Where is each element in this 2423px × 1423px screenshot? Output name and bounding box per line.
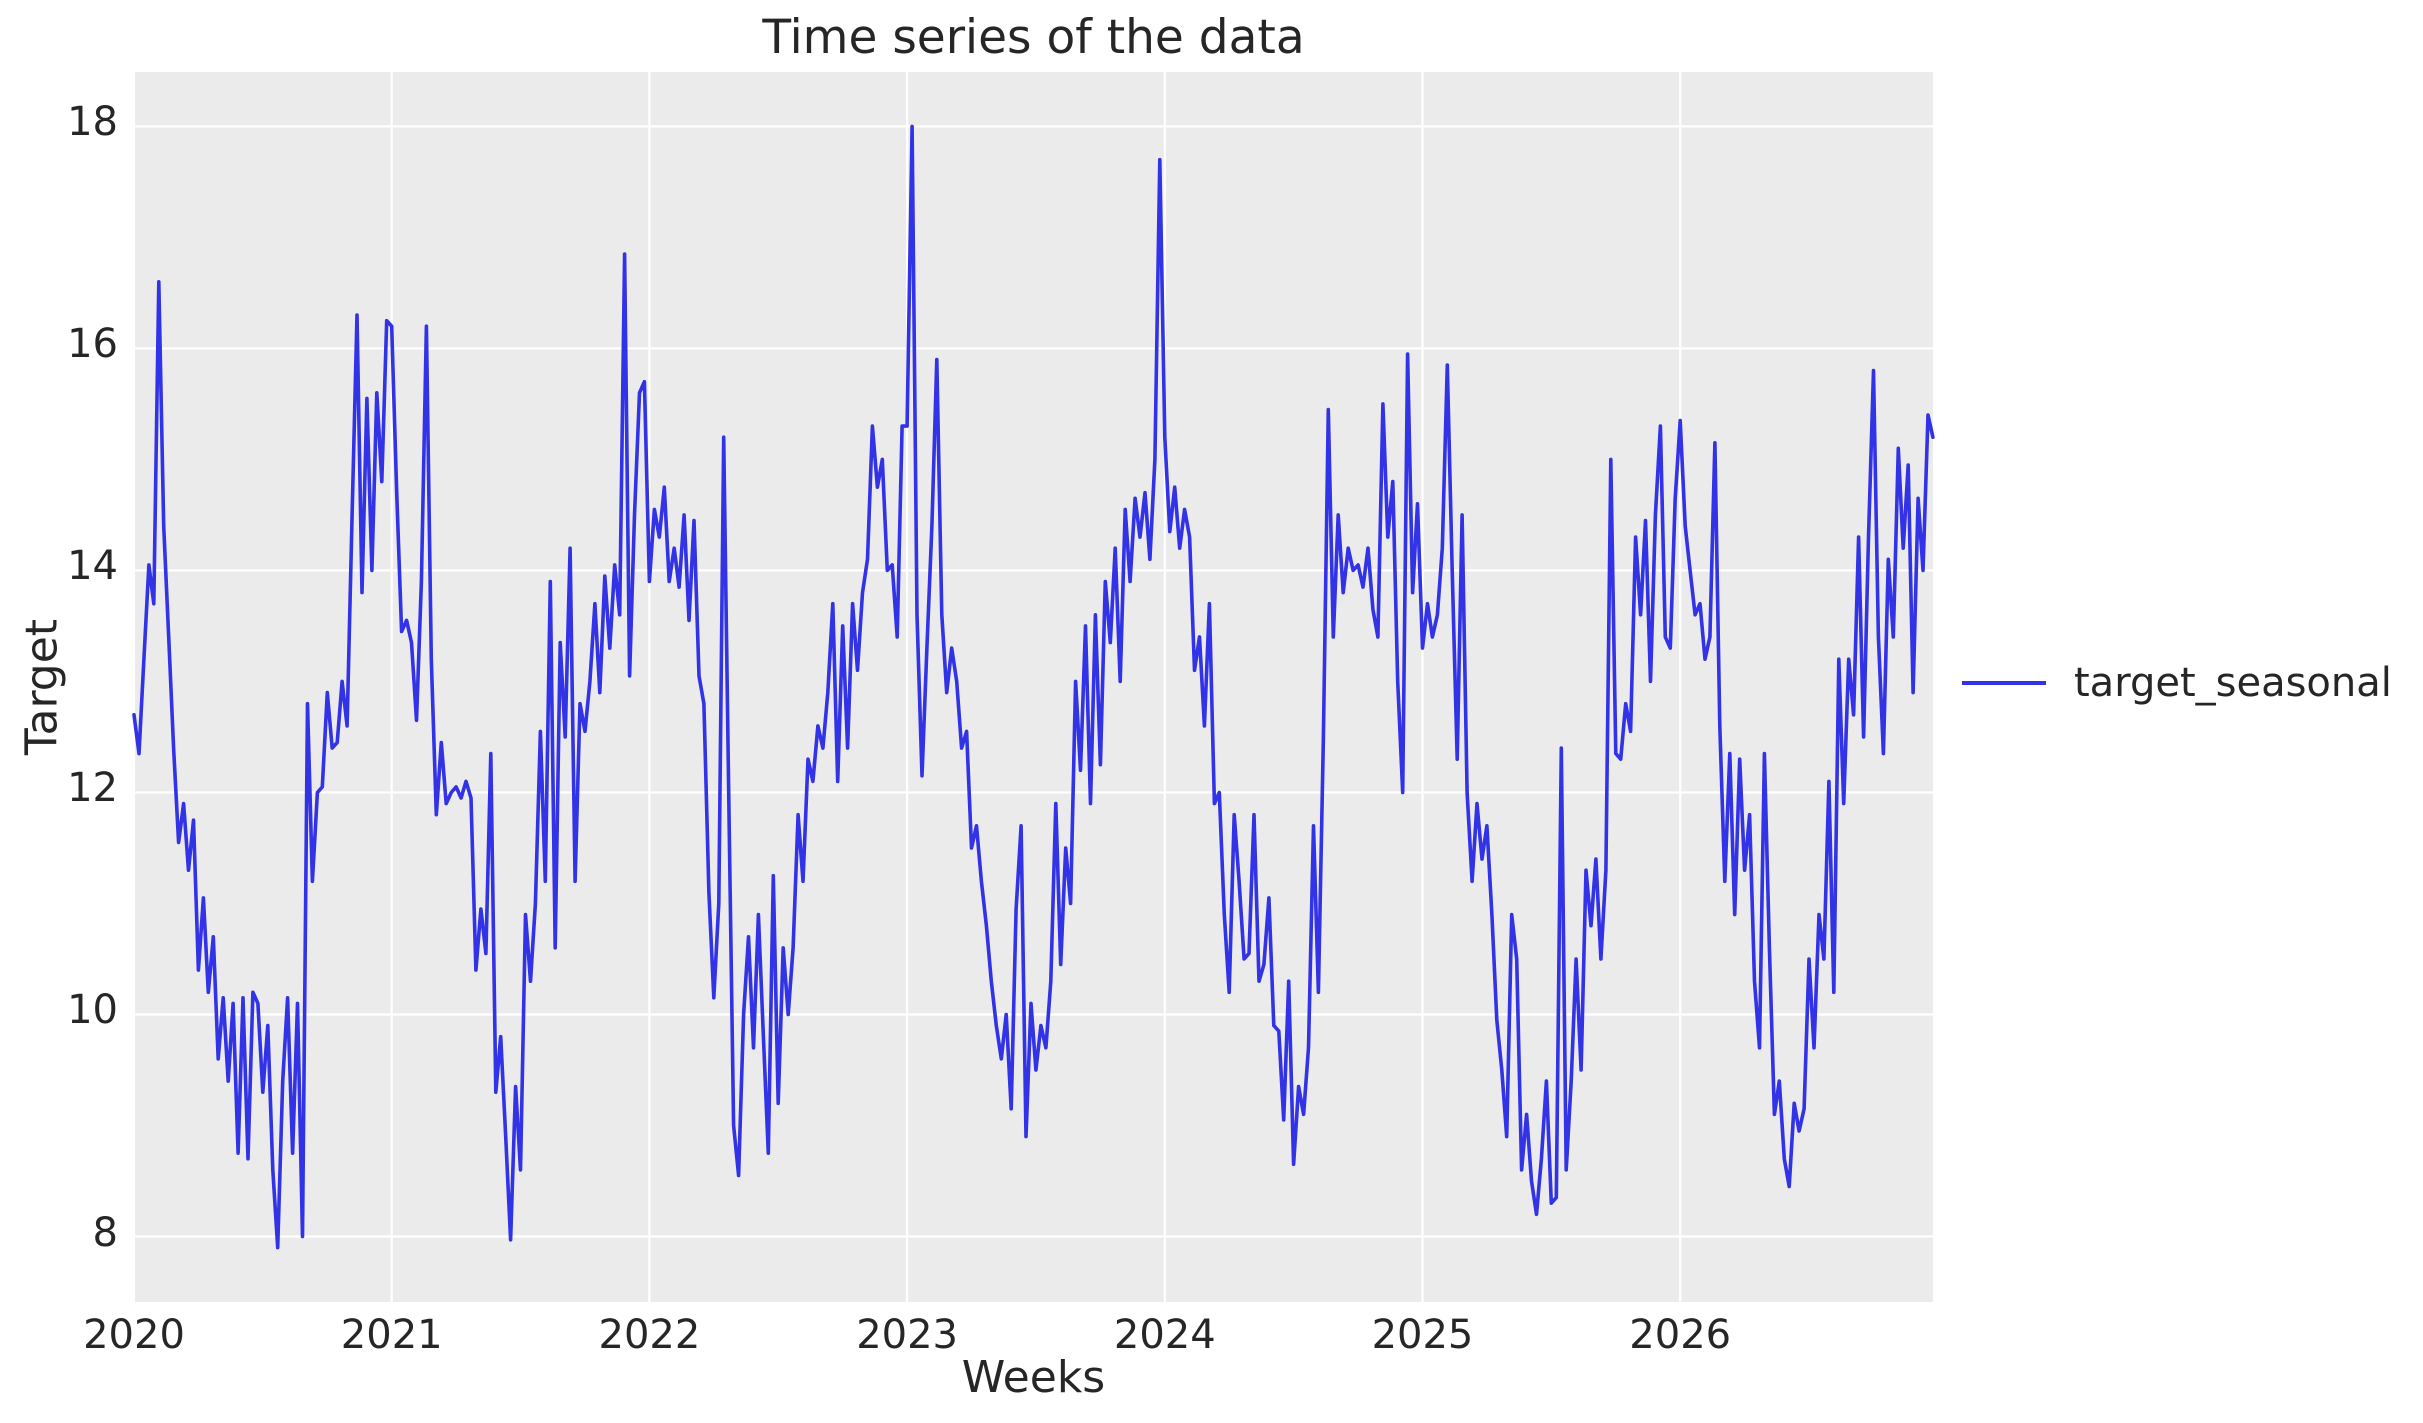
chart-title: Time series of the data	[762, 10, 1305, 65]
legend-line-sample	[1962, 681, 2046, 685]
y-tick-label: 16	[67, 321, 118, 368]
x-tick-label: 2020	[83, 1312, 185, 1358]
y-tick-label: 12	[67, 765, 118, 812]
y-tick-label: 14	[67, 543, 118, 590]
legend-label: target_seasonal	[2074, 660, 2392, 706]
y-tick-label: 10	[67, 987, 118, 1034]
x-tick-label: 2023	[856, 1312, 958, 1358]
series-line-target_seasonal	[132, 124, 1935, 1250]
x-tick-label: 2025	[1371, 1312, 1474, 1358]
axes-background	[134, 72, 1933, 1302]
legend: target_seasonal	[1962, 658, 2392, 708]
y-tick-label: 18	[67, 99, 118, 146]
y-tick-label: 8	[92, 1209, 118, 1256]
y-axis-label: Target	[16, 618, 68, 756]
x-tick-label: 2026	[1629, 1312, 1732, 1358]
x-axis-label: Weeks	[961, 1352, 1106, 1403]
x-tick-label: 2022	[598, 1312, 701, 1358]
x-tick-label: 2024	[1113, 1312, 1216, 1358]
x-tick-label: 2021	[340, 1312, 443, 1358]
